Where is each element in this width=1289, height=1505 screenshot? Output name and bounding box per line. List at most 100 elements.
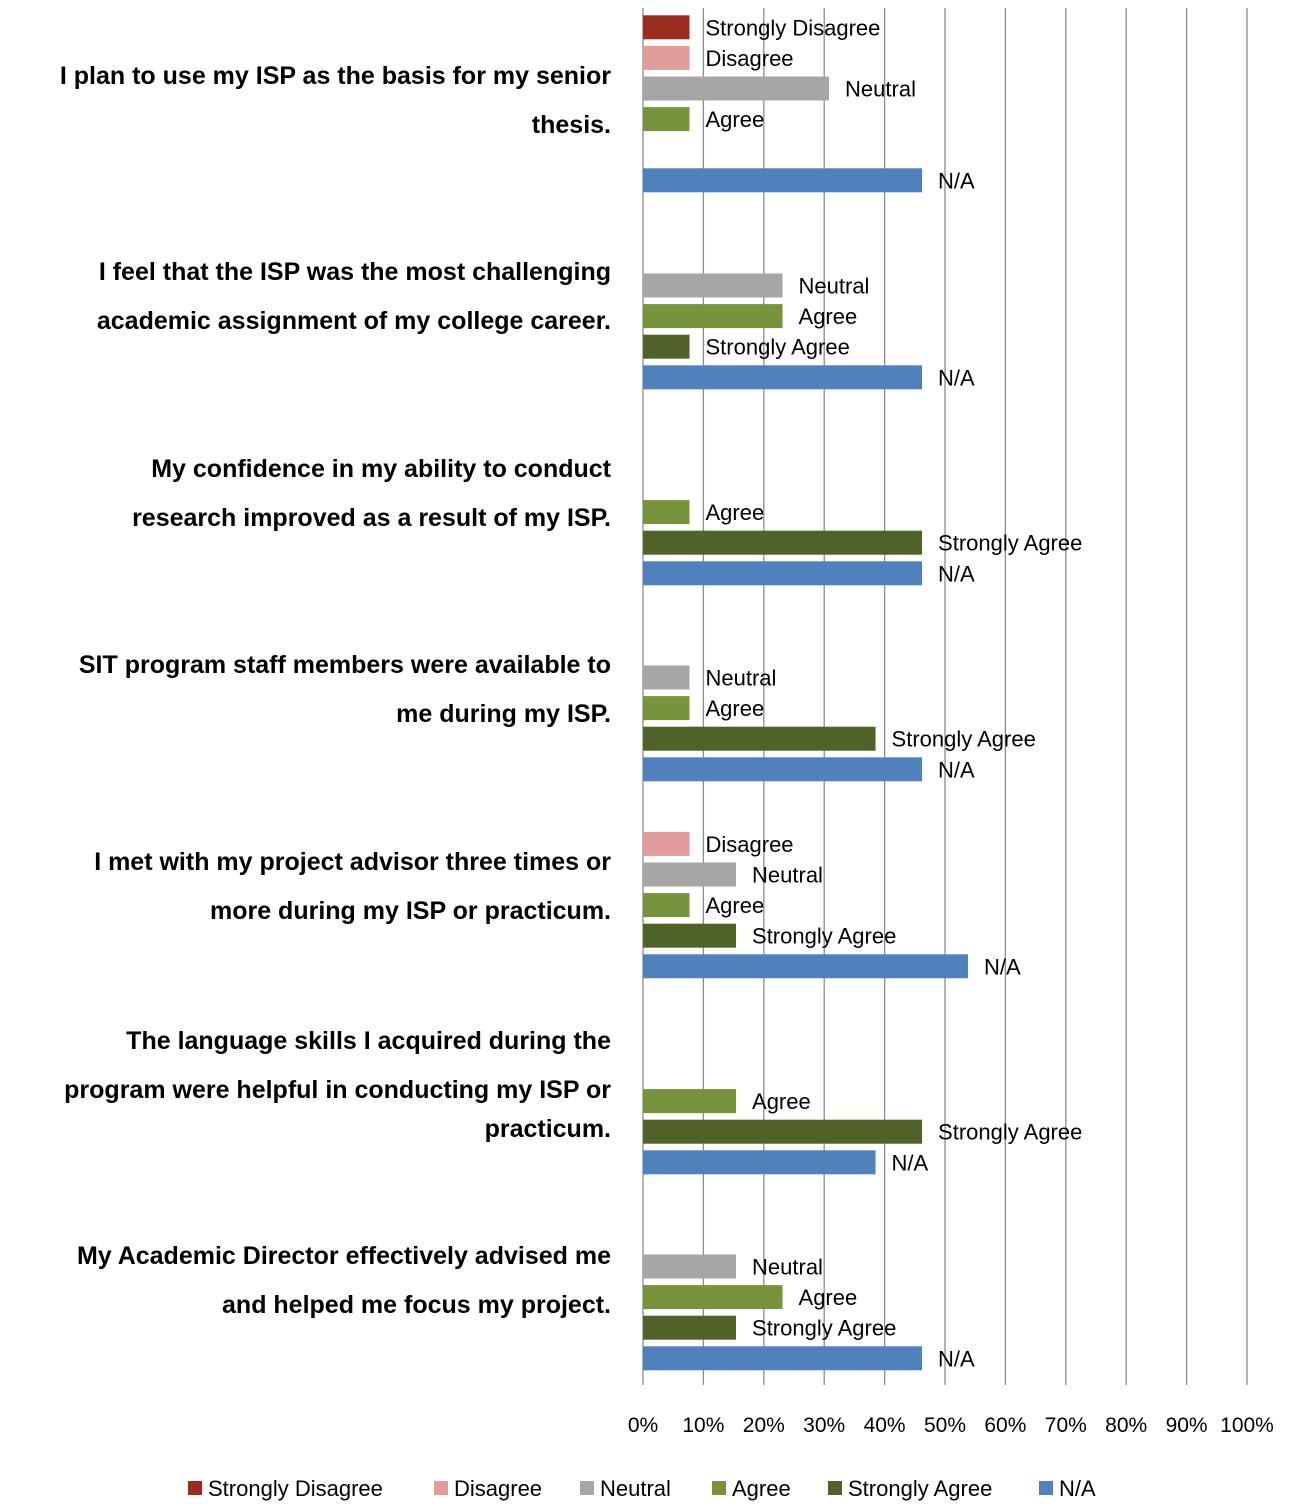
category-label: me during my ISP. bbox=[396, 700, 611, 728]
legend-label: Strongly Agree bbox=[848, 1476, 992, 1501]
category-labels: I plan to use my ISP as the basis for my… bbox=[60, 62, 612, 1319]
bar-label: Strongly Agree bbox=[752, 1316, 896, 1341]
bar-label: N/A bbox=[938, 757, 975, 782]
bar bbox=[643, 1346, 923, 1371]
bar bbox=[643, 1119, 923, 1144]
category-label: practicum. bbox=[485, 1115, 611, 1143]
bar bbox=[643, 1315, 737, 1340]
legend-swatch bbox=[712, 1481, 726, 1495]
bar-label: Disagree bbox=[706, 46, 794, 71]
bar-label: Agree bbox=[752, 1089, 811, 1114]
bar bbox=[643, 107, 690, 132]
bar-label: Agree bbox=[706, 107, 765, 132]
bar-label: Strongly Agree bbox=[938, 531, 1082, 556]
bar-label: Strongly Disagree bbox=[706, 15, 881, 40]
bar-label: Neutral bbox=[752, 863, 823, 888]
x-tick-label: 50% bbox=[924, 1414, 966, 1437]
bar-label: Disagree bbox=[706, 832, 794, 857]
x-axis-ticks: 0% 10% 20% 30% 40% 50% 60% 70% 80% 90% 100% bbox=[628, 1414, 1274, 1437]
legend-swatch bbox=[580, 1481, 594, 1495]
bar-labels: Strongly Disagree Disagree Neutral Agree N/A… bbox=[706, 15, 1083, 1371]
x-tick-label: 80% bbox=[1105, 1414, 1147, 1437]
legend-swatch bbox=[828, 1481, 842, 1495]
bar bbox=[643, 1254, 737, 1279]
bar bbox=[643, 15, 690, 40]
bar bbox=[643, 561, 923, 586]
bar bbox=[643, 1150, 876, 1175]
x-tick-label: 90% bbox=[1166, 1414, 1208, 1437]
legend-label: Agree bbox=[732, 1476, 791, 1501]
bar bbox=[643, 76, 830, 101]
bar-label: Neutral bbox=[845, 77, 916, 102]
legend-swatch bbox=[1039, 1481, 1053, 1495]
bar bbox=[643, 1089, 737, 1114]
bar-label: N/A bbox=[938, 365, 975, 390]
legend: Strongly Disagree Disagree Neutral Agree Str… bbox=[188, 1476, 1096, 1501]
category-label: I plan to use my ISP as the basis for my… bbox=[60, 62, 611, 90]
legend-label: Disagree bbox=[454, 1476, 542, 1501]
bar bbox=[643, 665, 690, 690]
bar bbox=[643, 757, 923, 782]
bar bbox=[643, 831, 690, 856]
bar bbox=[643, 530, 923, 555]
bar bbox=[643, 1285, 783, 1310]
gridlines bbox=[642, 8, 1248, 1385]
bar bbox=[643, 365, 923, 390]
legend-swatch bbox=[434, 1481, 448, 1495]
legend-label: Neutral bbox=[600, 1476, 671, 1501]
category-label: SIT program staff members were available… bbox=[79, 651, 611, 679]
x-tick-label: 0% bbox=[628, 1414, 658, 1437]
x-tick-label: 40% bbox=[864, 1414, 906, 1437]
bar-label: N/A bbox=[984, 954, 1021, 979]
bar-label: Neutral bbox=[752, 1255, 823, 1280]
bar-label: Strongly Agree bbox=[706, 335, 850, 360]
legend-label: N/A bbox=[1059, 1476, 1096, 1501]
bars bbox=[643, 15, 968, 1371]
bar bbox=[643, 696, 690, 721]
x-tick-label: 10% bbox=[682, 1414, 724, 1437]
bar-label: N/A bbox=[892, 1150, 929, 1175]
bar-label: Neutral bbox=[799, 274, 870, 299]
bar-label: Agree bbox=[799, 304, 858, 329]
x-tick-label: 70% bbox=[1045, 1414, 1087, 1437]
x-tick-label: 100% bbox=[1220, 1414, 1274, 1437]
category-label: thesis. bbox=[532, 111, 611, 139]
bar-label: Strongly Agree bbox=[752, 924, 896, 949]
bar bbox=[643, 45, 690, 70]
category-label: academic assignment of my college career… bbox=[97, 307, 611, 335]
bar-label: N/A bbox=[938, 1346, 975, 1371]
bar bbox=[643, 304, 783, 329]
bar bbox=[643, 168, 923, 193]
x-tick-label: 30% bbox=[803, 1414, 845, 1437]
bar bbox=[643, 893, 690, 918]
x-tick-label: 60% bbox=[984, 1414, 1026, 1437]
bar-label: Agree bbox=[706, 500, 765, 525]
legend-swatch bbox=[188, 1481, 202, 1495]
category-label: and helped me focus my project. bbox=[222, 1291, 611, 1319]
bar bbox=[643, 273, 783, 298]
bar-label: N/A bbox=[938, 168, 975, 193]
legend-label: Strongly Disagree bbox=[208, 1476, 383, 1501]
category-label: My Academic Director effectively advised… bbox=[77, 1242, 611, 1270]
bar-label: Agree bbox=[706, 696, 765, 721]
bar-label: N/A bbox=[938, 561, 975, 586]
category-label: My confidence in my ability to conduct bbox=[151, 455, 611, 483]
bar bbox=[643, 726, 876, 751]
bar-label: Strongly Agree bbox=[892, 727, 1036, 752]
bar-label: Neutral bbox=[706, 666, 777, 691]
category-label: I met with my project advisor three time… bbox=[94, 848, 611, 876]
bar bbox=[643, 500, 690, 525]
bar bbox=[643, 923, 737, 948]
category-label: more during my ISP or practicum. bbox=[210, 897, 611, 925]
bar bbox=[643, 862, 737, 887]
category-label: The language skills I acquired during th… bbox=[126, 1027, 611, 1055]
category-label: research improved as a result of my ISP. bbox=[132, 504, 611, 532]
bar bbox=[643, 954, 968, 979]
bar-label: Agree bbox=[706, 893, 765, 918]
category-label: I feel that the ISP was the most challen… bbox=[99, 258, 611, 286]
x-tick-label: 20% bbox=[743, 1414, 785, 1437]
bar-label: Agree bbox=[799, 1285, 858, 1310]
category-label: program were helpful in conducting my IS… bbox=[64, 1076, 611, 1104]
bar bbox=[643, 334, 690, 359]
